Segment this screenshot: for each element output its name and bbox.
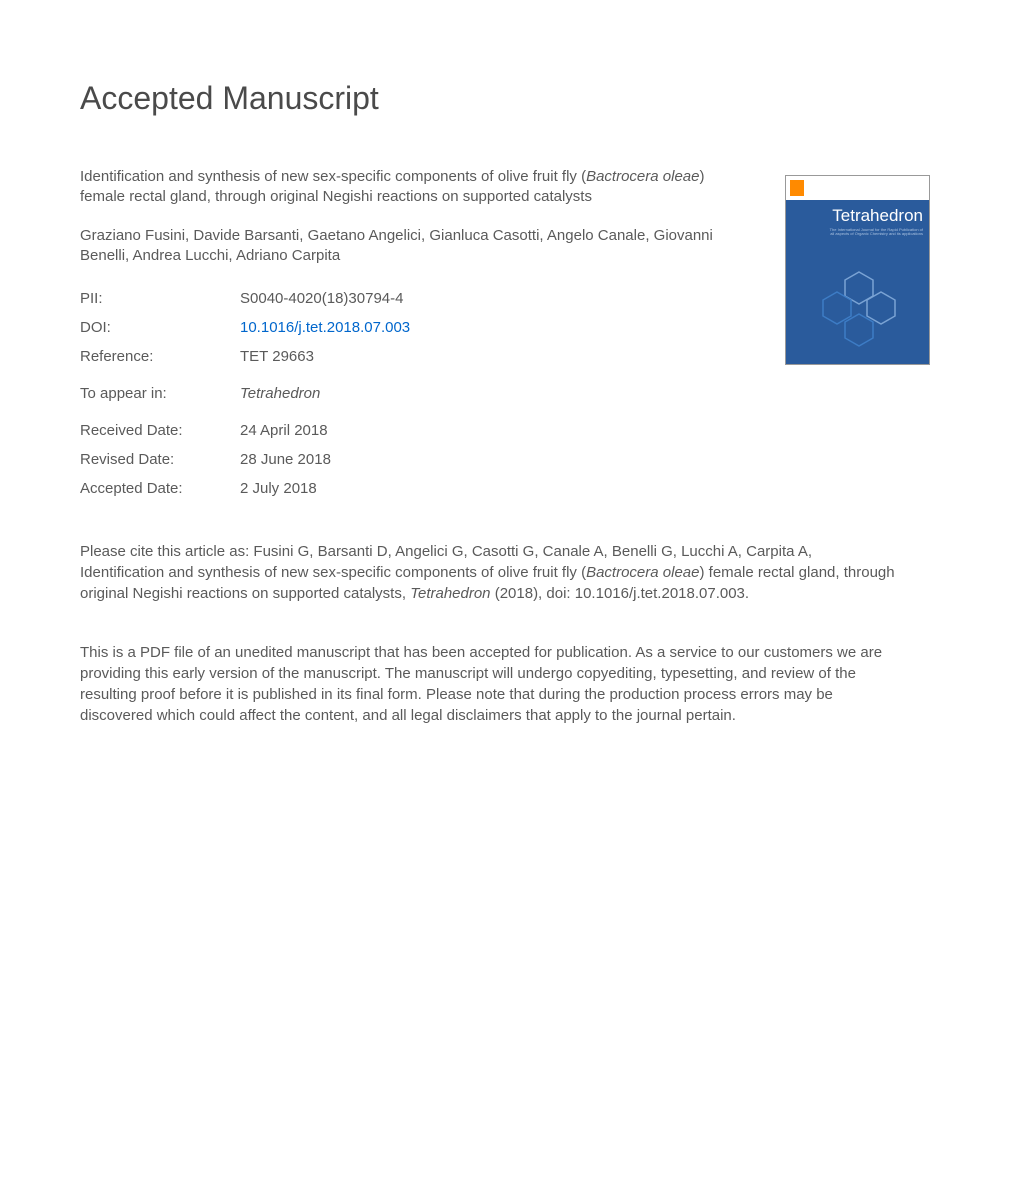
authors-list: Graziano Fusini, Davide Barsanti, Gaetan… (80, 226, 720, 267)
appear-label: To appear in: (80, 371, 240, 416)
disclaimer-text: This is a PDF file of an unedited manusc… (80, 642, 900, 726)
cover-subtitle: The International Journal for the Rapid … (792, 228, 923, 237)
received-label: Received Date: (80, 416, 240, 445)
cover-journal-name: Tetrahedron (792, 206, 923, 226)
accepted-label: Accepted Date: (80, 474, 240, 503)
accepted-value: 2 July 2018 (240, 474, 410, 503)
table-row: Reference: TET 29663 (80, 342, 410, 371)
article-title: Identification and synthesis of new sex-… (80, 167, 720, 208)
pii-label: PII: (80, 284, 240, 313)
accepted-manuscript-heading: Accepted Manuscript (80, 80, 940, 117)
received-value: 24 April 2018 (240, 416, 410, 445)
title-text-pre: Identification and synthesis of new sex-… (80, 168, 586, 185)
table-row: Received Date: 24 April 2018 (80, 416, 410, 445)
elsevier-logo-icon (790, 180, 804, 196)
table-row: Accepted Date: 2 July 2018 (80, 474, 410, 503)
revised-value: 28 June 2018 (240, 445, 410, 474)
table-row: To appear in: Tetrahedron (80, 371, 410, 416)
citation-text: Please cite this article as: Fusini G, B… (80, 541, 900, 604)
table-row: Revised Date: 28 June 2018 (80, 445, 410, 474)
cover-hexagon-graphic (813, 270, 903, 350)
appear-value: Tetrahedron (240, 371, 410, 416)
pii-value: S0040-4020(18)30794-4 (240, 284, 410, 313)
table-row: DOI: 10.1016/j.tet.2018.07.003 (80, 313, 410, 342)
title-species-italic: Bactrocera oleae (586, 168, 699, 185)
citation-journal-italic: Tetrahedron (410, 585, 490, 602)
revised-label: Revised Date: (80, 445, 240, 474)
doi-link[interactable]: 10.1016/j.tet.2018.07.003 (240, 319, 410, 336)
reference-value: TET 29663 (240, 342, 410, 371)
metadata-table: PII: S0040-4020(18)30794-4 DOI: 10.1016/… (80, 284, 410, 503)
journal-cover-thumbnail: Tetrahedron The International Journal fo… (785, 175, 930, 365)
citation-post: (2018), doi: 10.1016/j.tet.2018.07.003. (491, 585, 750, 602)
citation-species-italic: Bactrocera oleae (586, 564, 699, 581)
cover-header (786, 176, 929, 200)
doi-label: DOI: (80, 313, 240, 342)
table-row: PII: S0040-4020(18)30794-4 (80, 284, 410, 313)
cover-body: Tetrahedron The International Journal fo… (786, 200, 929, 364)
reference-label: Reference: (80, 342, 240, 371)
